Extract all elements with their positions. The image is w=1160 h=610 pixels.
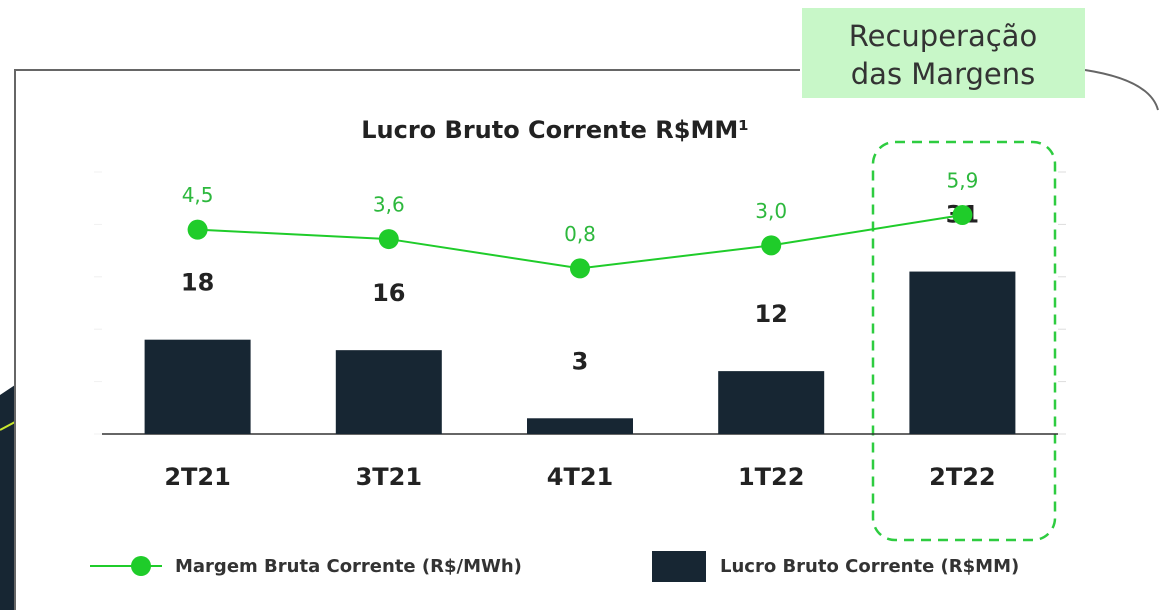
x-tick-label: 4T21: [547, 463, 613, 491]
x-tick-label: 2T21: [164, 463, 230, 491]
legend-label: Margem Bruta Corrente (R$/MWh): [175, 556, 522, 577]
data-label: 3: [572, 347, 589, 375]
x-tick-label: 1T22: [738, 463, 804, 491]
legend-swatch: [652, 551, 706, 582]
legend-swatch: [131, 556, 151, 576]
bar: [909, 271, 1016, 434]
bar: [527, 418, 633, 434]
bar: [335, 350, 442, 434]
line-point: [378, 229, 399, 250]
data-label: 3,0: [755, 199, 787, 223]
data-label: 12: [754, 300, 787, 328]
annotation: das Margens: [851, 57, 1035, 91]
data-label: 3,6: [373, 193, 405, 217]
bar: [718, 371, 825, 434]
bar: [144, 339, 251, 434]
data-label: 0,8: [564, 222, 596, 246]
line-point: [187, 219, 208, 240]
data-label: 5,9: [946, 168, 978, 192]
line-point: [952, 204, 973, 225]
chart-title: Lucro Bruto Corrente R$MM¹: [361, 116, 749, 144]
decoration: [0, 421, 16, 431]
x-tick-label: 2T22: [929, 463, 995, 491]
annotation-box: [802, 8, 1085, 98]
annotation: Recuperação: [849, 19, 1037, 53]
highlight: [871, 140, 1057, 542]
decoration: [0, 385, 15, 610]
data-label: 16: [372, 279, 405, 307]
line-point: [761, 235, 782, 256]
x-tick-label: 3T21: [356, 463, 422, 491]
legend-label: Lucro Bruto Corrente (R$MM): [720, 556, 1019, 577]
line-point: [570, 258, 590, 279]
panel-border: [14, 69, 1159, 610]
data-label: 4,5: [182, 183, 214, 207]
data-label: 18: [181, 269, 214, 297]
